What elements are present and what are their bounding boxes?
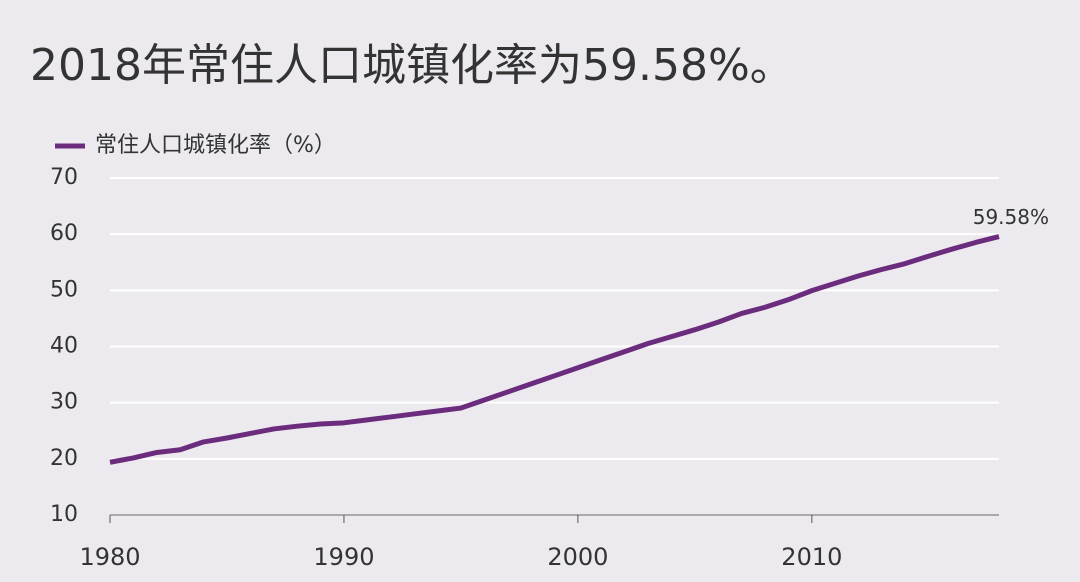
x-tick-label: 2010 [781,543,842,571]
annotation: 59.58% [973,205,1049,229]
chart-title: 2018年常住人口城镇化率为59.58%。 [30,40,794,91]
x-tick-label: 1980 [79,543,140,571]
x-tick-label: 1990 [313,543,374,571]
data-line [109,234,1000,465]
legend-label: 常住人口城镇化率（%） [95,133,336,158]
y-tick-label: 70 [50,165,78,190]
y-tick-label: 10 [50,502,78,527]
x-tick-label: 2000 [547,543,608,571]
y-tick-label: 40 [50,334,78,359]
y-tick-label: 50 [50,277,78,302]
y-tick-label: 60 [50,221,78,246]
y-tick-label: 20 [50,446,78,471]
y-tick-label: 30 [50,390,78,415]
